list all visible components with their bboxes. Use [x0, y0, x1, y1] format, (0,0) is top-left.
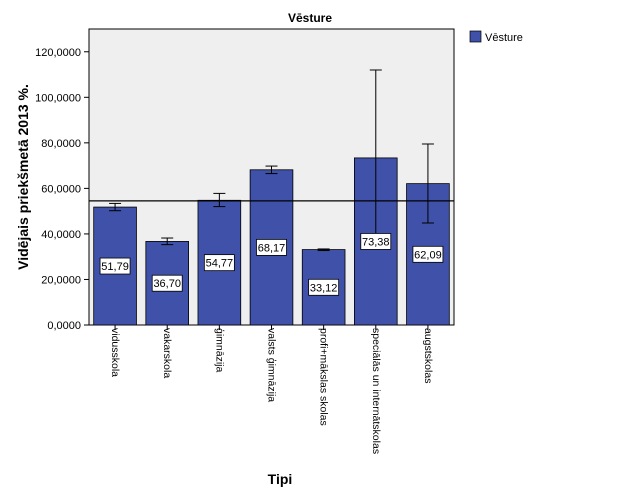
value-label-box: [412, 245, 444, 263]
value-label-box: [256, 238, 287, 256]
x-axis: vidusskola vakarskola ģimnāzija valsts ģimn…: [109, 325, 434, 454]
y-axis: 0,0000 20,0000 40,0000 60,0000 80,0000 100,00…: [35, 47, 89, 332]
value-label-box: [308, 278, 340, 296]
x-tick-label: augstskolas: [422, 328, 434, 383]
value-label: 51,79: [101, 261, 129, 273]
x-tick-label: vakarskola: [161, 328, 173, 378]
value-label-box: [151, 274, 183, 292]
y-tick-label: 20,0000: [41, 274, 81, 286]
value-label: 54,77: [206, 258, 234, 270]
error-bars-group: [109, 69, 434, 252]
y-tick-label: 100,0000: [35, 92, 81, 104]
value-label: 33,12: [310, 282, 338, 294]
value-label-box: [203, 254, 235, 272]
y-tick-label: 60,0000: [41, 183, 81, 195]
x-tick-label: vidusskola: [109, 328, 121, 377]
legend-swatch: [469, 30, 482, 43]
value-label: 62,09: [414, 249, 442, 261]
y-tick-label: 80,0000: [41, 138, 81, 150]
value-label-box: [99, 257, 131, 275]
value-labels-group: 51,79 36,70 54,77 68,17 33,12 73,38 62,09: [99, 233, 444, 296]
chart-title: Vēsture: [288, 11, 332, 25]
legend-label: Vēsture: [485, 32, 523, 44]
value-label-box: [360, 233, 392, 250]
y-axis-title: Vidējais priekšmetā 2013 %.: [15, 84, 31, 270]
y-tick-label: 120,0000: [35, 47, 81, 59]
value-label: 73,38: [362, 236, 390, 248]
x-axis-title: Tipi: [268, 471, 293, 487]
legend: Vēsture: [469, 30, 523, 44]
x-tick-label: profi+mākslas skolas: [318, 328, 330, 426]
y-tick-label: 0,0000: [47, 320, 81, 332]
value-label: 36,70: [153, 278, 181, 290]
value-label: 68,17: [258, 242, 286, 254]
x-tick-label: ģimnāzija: [213, 328, 226, 373]
y-tick-label: 40,0000: [41, 229, 81, 241]
x-tick-label: valsts ģimnāzija: [266, 328, 279, 402]
x-tick-label: speciālās un internātskolas: [370, 328, 382, 454]
